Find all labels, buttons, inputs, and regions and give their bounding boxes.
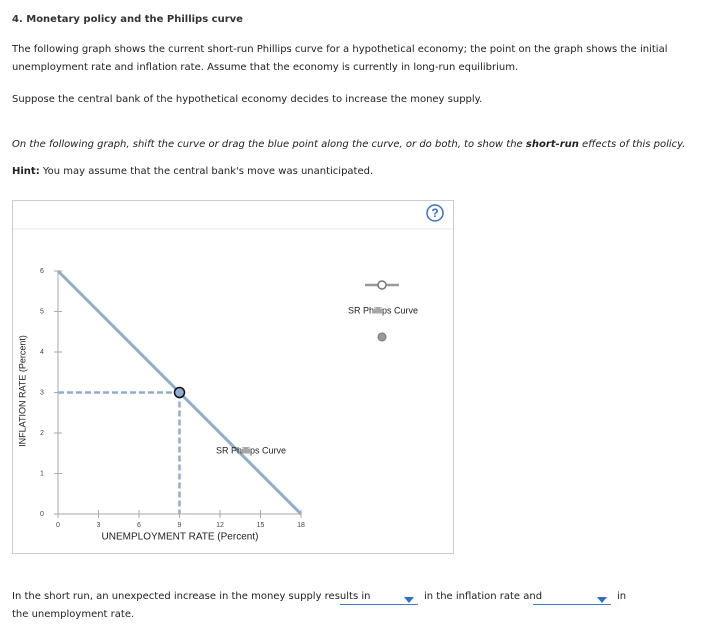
help-icon: ? — [431, 206, 438, 220]
y-tick-label: 3 — [40, 389, 44, 396]
question-text: In the short run, an unexpected increase… — [12, 591, 371, 602]
title: 4. Monetary policy and the Phillips curv… — [12, 14, 243, 25]
x-axis-label: UNEMPLOYMENT RATE (Percent) — [102, 532, 259, 543]
graph-panel: ? 0 3 6 9 12 15 18 0 1 2 3 4 5 6 UNEMPLOYMENT RATE (Pe… — [12, 200, 454, 554]
dropdown[interactable] — [340, 592, 418, 605]
hint: Hint: You may assume that the central ba… — [12, 163, 373, 181]
paragraph: The following graph shows the current sh… — [12, 44, 668, 73]
hint-label: Hint: — [12, 166, 40, 177]
y-tick-label: 1 — [40, 470, 44, 477]
y-tick-label: 2 — [40, 430, 44, 437]
legend-icon[interactable] — [377, 280, 387, 290]
x-tick-label: 0 — [56, 522, 60, 529]
legend-point-icon[interactable] — [377, 332, 387, 342]
instruction: On the following graph, shift the curve … — [12, 136, 685, 154]
x-tick-label: 15 — [257, 522, 265, 529]
y-tick-label: 5 — [40, 308, 44, 315]
x-tick-label: 6 — [137, 522, 141, 529]
y-tick-label: 6 — [40, 268, 44, 275]
paragraph: Suppose the central bank of the hypothet… — [12, 94, 483, 105]
instruction-text: On the following graph, shift the curve … — [12, 139, 526, 150]
curve-label: SR Phillips Curve — [216, 445, 286, 455]
x-tick-label: 3 — [97, 522, 101, 529]
point[interactable] — [173, 386, 186, 399]
question-text: in the inflation rate and — [424, 591, 543, 602]
dropdown[interactable] — [533, 592, 611, 605]
y-axis-label: INFLATION RATE (Percent) — [17, 335, 27, 447]
instruction-bold: short-run — [525, 139, 579, 150]
help-button[interactable] — [426, 204, 444, 222]
instruction-text: effects of this policy. — [578, 139, 686, 150]
hint-text: You may assume that the central bank's m… — [42, 166, 374, 177]
y-tick-label: 4 — [40, 349, 44, 356]
question-text: the unemployment rate. — [12, 609, 135, 620]
x-tick-label: 18 — [297, 522, 305, 529]
question-text: in — [617, 591, 627, 602]
x-tick-label: 12 — [216, 522, 224, 529]
x-tick-label: 9 — [178, 522, 182, 529]
y-tick-label: 0 — [40, 511, 44, 518]
legend-label: SR Phillips Curve — [348, 305, 418, 315]
